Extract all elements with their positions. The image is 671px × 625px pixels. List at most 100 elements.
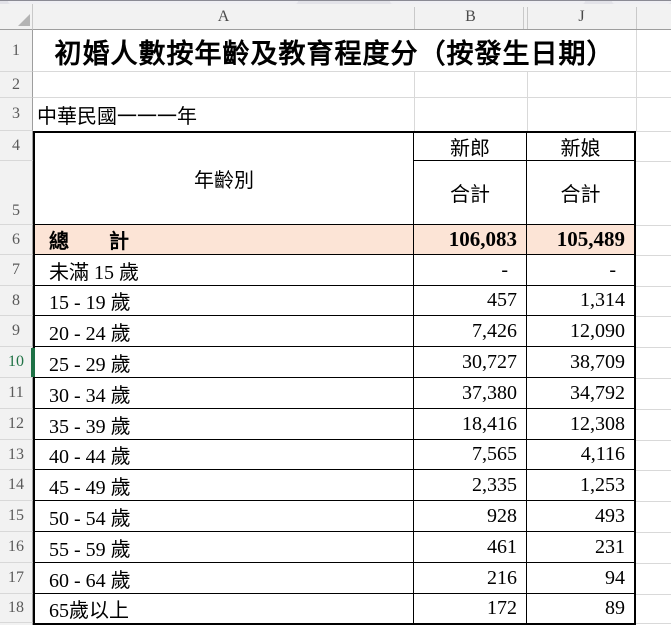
bride-total-header-label: 合計	[560, 184, 601, 206]
age-label-cell[interactable]: 35 - 39 歲	[35, 409, 414, 439]
bride-value-cell[interactable]: 4,116	[580, 443, 625, 465]
row-header-9[interactable]: 9	[0, 316, 33, 347]
grid-line	[636, 623, 671, 624]
age-label-cell[interactable]: 20 - 24 歲	[35, 316, 414, 346]
bride-value-cell[interactable]: -	[609, 258, 616, 281]
row-number: 10	[8, 353, 24, 370]
bride-header-cell[interactable]: 新娘	[527, 133, 634, 161]
age-label-cell[interactable]: 15 - 19 歲	[35, 286, 414, 315]
groom-header-cell[interactable]: 新郎	[414, 133, 526, 161]
bride-value-cell[interactable]: 34,792	[570, 381, 625, 404]
bride-total-header-cell[interactable]: 合計	[527, 161, 634, 224]
ribbon-bottom-edge	[0, 0, 671, 4]
grid-line	[636, 161, 671, 162]
age-label-cell-selected[interactable]: 25 - 29 歲	[35, 347, 414, 377]
select-all-button[interactable]	[0, 4, 33, 30]
age-label-cell[interactable]: 45 - 49 歲	[35, 470, 414, 500]
groom-value-cell[interactable]: 7,565	[414, 440, 527, 469]
select-all-triangle-icon	[18, 14, 30, 26]
groom-value-cell[interactable]: 461	[414, 532, 527, 562]
total-bride-cell[interactable]: 105,489	[527, 225, 634, 254]
bride-value-cell[interactable]: 12,090	[570, 319, 625, 342]
age-label-cell[interactable]: 65歲以上	[35, 594, 414, 623]
table-row: 15 - 19 歲 457 1,314	[35, 286, 634, 316]
age-label-cell[interactable]: 30 - 34 歲	[35, 378, 414, 408]
column-header-a[interactable]: A	[33, 4, 414, 30]
sheet-title: 初婚人數按年齡及教育程度分（按發生日期）	[54, 38, 615, 69]
row-header-13[interactable]: 13	[0, 440, 33, 470]
column-header-partial[interactable]	[636, 4, 671, 30]
table-row: 30 - 34 歲 37,380 34,792	[35, 378, 634, 409]
groom-value-cell[interactable]: 2,335	[414, 470, 527, 500]
row-header-15[interactable]: 15	[0, 501, 33, 532]
total-groom-cell[interactable]: 106,083	[414, 225, 527, 254]
bride-value-cell[interactable]: 89	[605, 597, 625, 619]
row-number: 15	[8, 507, 24, 524]
row-header-16[interactable]: 16	[0, 532, 33, 563]
row-header-17[interactable]: 17	[0, 563, 33, 594]
groom-value-cell[interactable]: 7,426	[414, 316, 527, 346]
row-header-4[interactable]: 4	[0, 131, 33, 161]
row-header-8[interactable]: 8	[0, 286, 33, 316]
table-row: 50 - 54 歲 928 493	[35, 501, 634, 532]
groom-value-cell[interactable]: 172	[414, 594, 527, 623]
grid-line	[636, 316, 671, 317]
grid-line	[636, 409, 671, 410]
age-label-cell[interactable]: 60 - 64 歲	[35, 563, 414, 593]
age-label-cell[interactable]: 40 - 44 歲	[35, 440, 414, 469]
groom-value-cell[interactable]: 928	[414, 501, 527, 531]
row-number: 3	[12, 105, 20, 122]
table-row: 55 - 59 歲 461 231	[35, 532, 634, 563]
age-label-cell[interactable]: 55 - 59 歲	[35, 532, 414, 562]
bride-value-cell[interactable]: 231	[595, 535, 625, 558]
groom-value-cell[interactable]: -	[414, 255, 527, 285]
row-number: 14	[8, 476, 24, 493]
total-label-cell[interactable]: 總 計	[35, 225, 414, 254]
row-header-7[interactable]: 7	[0, 255, 33, 286]
data-table: 年齡別 新郎 合計 新娘 合計 總 計 106,083 105,489 未滿 1…	[33, 131, 636, 625]
grid-line	[636, 131, 671, 132]
age-label-cell[interactable]: 50 - 54 歲	[35, 501, 414, 531]
table-row: 60 - 64 歲 216 94	[35, 563, 634, 594]
bride-header-column: 新娘 合計	[527, 133, 634, 224]
row-header-19-partial[interactable]	[0, 623, 33, 625]
bride-value-cell[interactable]: 1,253	[580, 473, 625, 496]
row-number: 9	[12, 322, 20, 339]
hidden-columns-marker	[523, 7, 524, 29]
grid-line	[636, 378, 671, 379]
groom-value-cell[interactable]: 457	[414, 286, 527, 315]
groom-value-cell[interactable]: 216	[414, 563, 527, 593]
row-header-12[interactable]: 12	[0, 409, 33, 440]
bride-value-cell[interactable]: 1,314	[580, 289, 625, 311]
groom-total-header-cell[interactable]: 合計	[414, 161, 526, 224]
groom-value-cell[interactable]: 37,380	[414, 378, 527, 408]
bride-value-cell[interactable]: 38,709	[570, 350, 625, 373]
column-separator	[414, 7, 415, 29]
groom-value-cell[interactable]: 18,416	[414, 409, 527, 439]
bride-value-cell[interactable]: 493	[595, 504, 625, 527]
grid-line	[636, 532, 671, 533]
row-number: 11	[8, 384, 24, 401]
groom-value-cell[interactable]: 30,727	[414, 347, 527, 377]
row-header-10-active[interactable]: 10	[0, 347, 33, 378]
row-header-18[interactable]: 18	[0, 594, 33, 623]
row-header-14[interactable]: 14	[0, 470, 33, 501]
row-header-5[interactable]: 5	[0, 161, 33, 225]
row-header-11[interactable]: 11	[0, 378, 33, 409]
bride-value-cell[interactable]: 94	[605, 566, 625, 589]
hidden-columns-marker	[527, 7, 528, 29]
row-header-1[interactable]: 1	[0, 30, 33, 72]
column-header-j[interactable]: J	[527, 4, 636, 30]
age-group-header-cell[interactable]: 年齡別	[35, 133, 414, 224]
row-header-6[interactable]: 6	[0, 225, 33, 255]
age-label-cell[interactable]: 未滿 15 歲	[35, 255, 414, 285]
row-header-3[interactable]: 3	[0, 98, 33, 131]
column-header-b[interactable]: B	[414, 4, 527, 30]
column-letter: B	[465, 7, 476, 25]
row-header-2[interactable]: 2	[0, 72, 33, 98]
year-cell[interactable]: 中華民國一一一年	[33, 98, 636, 131]
bride-value-cell[interactable]: 12,308	[570, 412, 625, 435]
grid-line	[636, 440, 671, 441]
title-cell[interactable]: 初婚人數按年齡及教育程度分（按發生日期）	[33, 30, 636, 72]
grid-line	[636, 225, 671, 226]
